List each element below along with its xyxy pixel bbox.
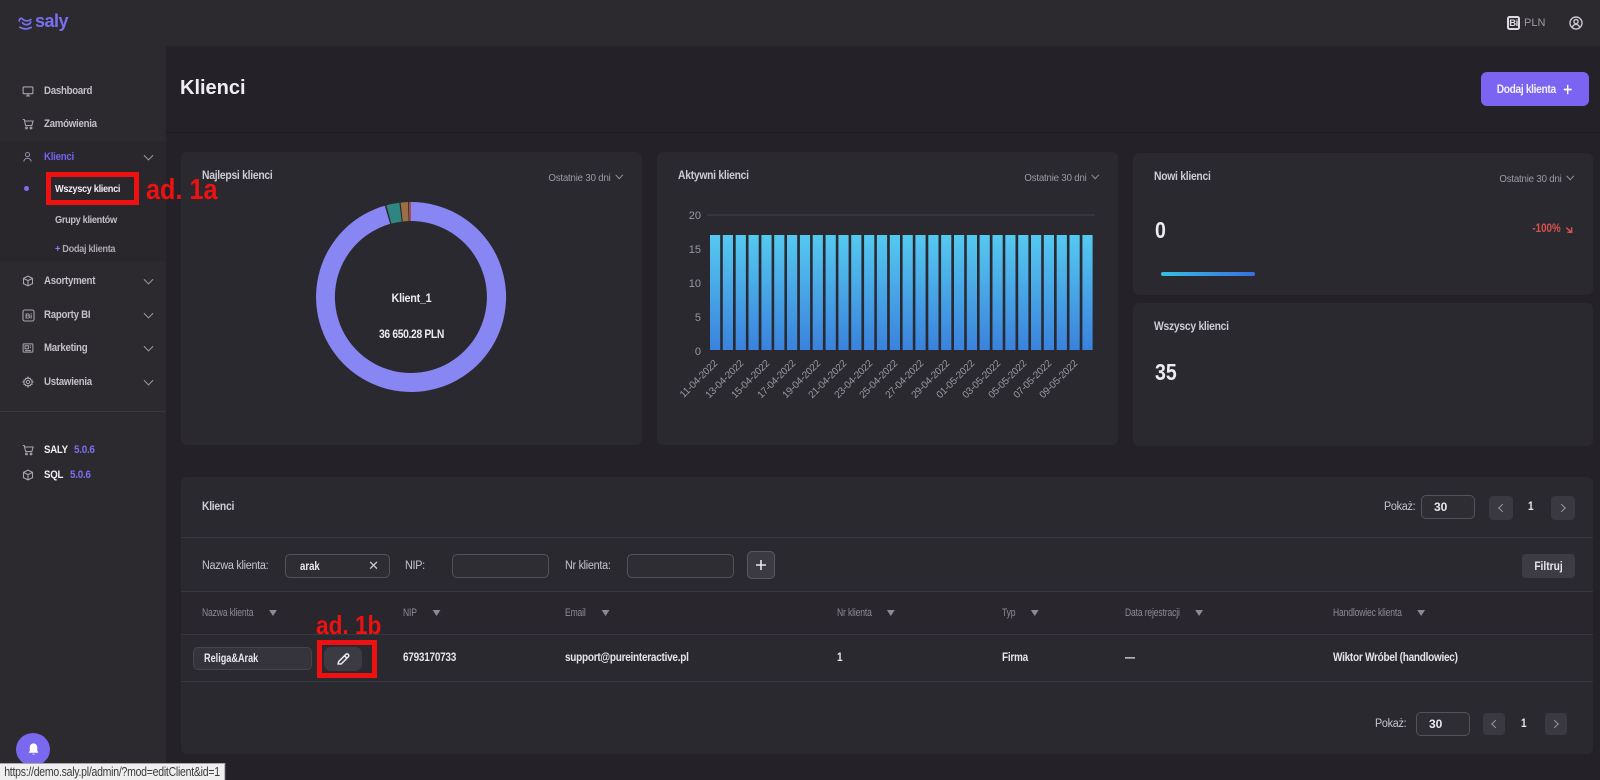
svg-text:0: 0 — [695, 346, 701, 358]
svg-text:5: 5 — [695, 312, 701, 324]
svg-text:15: 15 — [689, 244, 701, 256]
svg-text:10: 10 — [689, 278, 701, 290]
svg-text:20: 20 — [689, 210, 701, 222]
svg-text:Bi: Bi — [25, 311, 32, 320]
